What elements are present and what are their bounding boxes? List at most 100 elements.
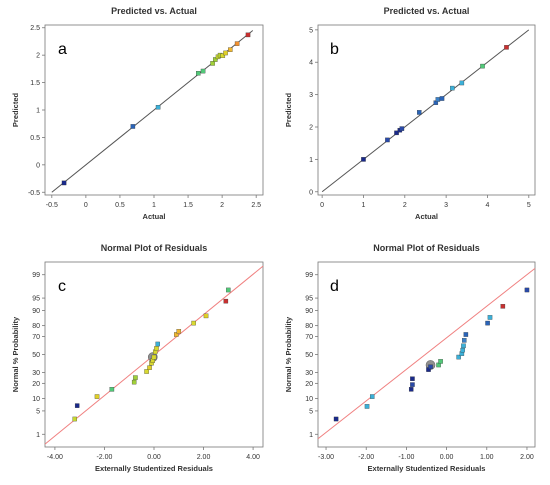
chart-title: Normal Plot of Residuals bbox=[101, 243, 208, 253]
data-point bbox=[410, 382, 415, 387]
x-tick-label: -2.00 bbox=[358, 454, 374, 461]
data-point bbox=[410, 376, 415, 381]
y-axis-label: Normal % Probability bbox=[11, 316, 20, 392]
panel-d: Normal Plot of Residuals d -3.00 -2.00 -1.00… bbox=[284, 243, 536, 473]
y-tick-label: 2 bbox=[309, 125, 313, 132]
y-tick-label: 1 bbox=[309, 432, 313, 439]
y-tick-label: 95 bbox=[32, 296, 40, 303]
x-axis-label: Externally Studentized Residuals bbox=[368, 464, 486, 473]
x-tick-label: 2.5 bbox=[251, 202, 261, 209]
data-point bbox=[191, 320, 196, 326]
data-point bbox=[226, 287, 231, 293]
plot-frame bbox=[317, 24, 536, 196]
y-tick-label: 80 bbox=[32, 323, 40, 330]
data-point bbox=[480, 63, 485, 69]
x-tick-label: 4 bbox=[486, 202, 490, 209]
x-tick-label: 2.00 bbox=[197, 454, 211, 461]
x-tick-label: -0.5 bbox=[46, 202, 58, 209]
y-tick-label: 0.5 bbox=[30, 135, 40, 142]
y-tick-label: 30 bbox=[305, 370, 313, 377]
x-tick-label: 1.5 bbox=[183, 202, 193, 209]
data-point bbox=[94, 394, 100, 399]
x-tick-label: 1 bbox=[362, 202, 366, 209]
x-tick-label: -3.00 bbox=[318, 454, 334, 461]
data-point bbox=[408, 387, 414, 392]
panel-label: b bbox=[330, 41, 339, 58]
x-tick-label: 0.00 bbox=[147, 454, 161, 461]
data-point bbox=[72, 416, 77, 422]
y-tick-label: 99 bbox=[305, 272, 313, 279]
data-point bbox=[155, 341, 160, 347]
panel-c: Normal Plot of Residuals c -4.00 -2.00 0.00 2… bbox=[11, 243, 264, 473]
x-axis-label: Actual bbox=[143, 212, 166, 221]
x-tick-label: 2.00 bbox=[520, 454, 534, 461]
y-tick-label: 10 bbox=[32, 396, 40, 403]
data-point bbox=[203, 313, 209, 319]
y-tick-label: 1 bbox=[36, 108, 40, 115]
data-point bbox=[460, 347, 465, 353]
data-point bbox=[210, 61, 215, 66]
data-point bbox=[213, 57, 218, 62]
data-point bbox=[155, 105, 161, 110]
data-point bbox=[133, 375, 138, 380]
data-point bbox=[438, 359, 443, 364]
y-tick-label: 4 bbox=[309, 60, 313, 67]
y-tick-label: 70 bbox=[305, 334, 313, 341]
y-tick-label: -0.5 bbox=[28, 190, 40, 197]
data-point bbox=[428, 364, 433, 370]
x-tick-label: 0 bbox=[84, 202, 88, 209]
data-point bbox=[524, 287, 530, 293]
data-point bbox=[147, 365, 152, 370]
chart-title: Predicted vs. Actual bbox=[384, 6, 470, 16]
reference-line bbox=[317, 267, 536, 440]
data-point bbox=[364, 404, 370, 409]
y-tick-label: 20 bbox=[305, 381, 313, 388]
x-tick-label: -4.00 bbox=[47, 454, 63, 461]
y-tick-label: 90 bbox=[305, 308, 313, 315]
data-point bbox=[462, 338, 467, 343]
x-tick-label: 0.00 bbox=[440, 454, 454, 461]
data-point bbox=[223, 298, 229, 304]
x-tick-label: 3 bbox=[444, 202, 448, 209]
y-tick-label: 99 bbox=[32, 272, 40, 279]
data-point bbox=[130, 124, 136, 129]
y-tick-label: 95 bbox=[305, 296, 313, 303]
y-axis-label: Normal % Probability bbox=[284, 316, 293, 392]
data-point bbox=[200, 68, 206, 74]
y-tick-label: 20 bbox=[32, 381, 40, 388]
x-tick-label: 5 bbox=[527, 202, 531, 209]
y-axis-label: Predicted bbox=[284, 92, 293, 127]
y-tick-label: 70 bbox=[32, 334, 40, 341]
y-axis-label: Predicted bbox=[11, 92, 20, 127]
data-point bbox=[417, 110, 422, 115]
x-tick-label: 2 bbox=[403, 202, 407, 209]
chart-title: Predicted vs. Actual bbox=[111, 6, 197, 16]
data-point bbox=[487, 315, 493, 320]
data-point bbox=[369, 394, 375, 399]
panel-label: a bbox=[58, 41, 67, 58]
y-tick-label: 90 bbox=[32, 308, 40, 315]
y-tick-label: 5 bbox=[36, 408, 40, 415]
data-point bbox=[450, 85, 455, 91]
data-point bbox=[144, 369, 149, 374]
panel-label: c bbox=[58, 278, 66, 295]
data-point bbox=[196, 71, 201, 76]
data-point bbox=[176, 329, 182, 334]
x-tick-label: -2.00 bbox=[96, 454, 112, 461]
data-point bbox=[154, 346, 159, 351]
data-point bbox=[223, 50, 228, 56]
y-tick-label: 3 bbox=[309, 92, 313, 99]
y-tick-label: 80 bbox=[305, 323, 313, 330]
x-tick-label: 0 bbox=[320, 202, 324, 209]
data-point bbox=[174, 332, 179, 337]
data-point bbox=[456, 354, 461, 360]
data-point bbox=[61, 180, 67, 186]
y-tick-label: 2.5 bbox=[30, 25, 40, 32]
chart-title: Normal Plot of Residuals bbox=[373, 243, 480, 253]
data-point bbox=[459, 80, 465, 86]
panel-b: Predicted vs. Actual b 0 1 2 3 4 5 0 1 2 3 4 5 Actual P… bbox=[284, 6, 536, 221]
data-point bbox=[385, 137, 390, 143]
plot-frame bbox=[317, 261, 536, 448]
y-tick-label: 30 bbox=[32, 370, 40, 377]
